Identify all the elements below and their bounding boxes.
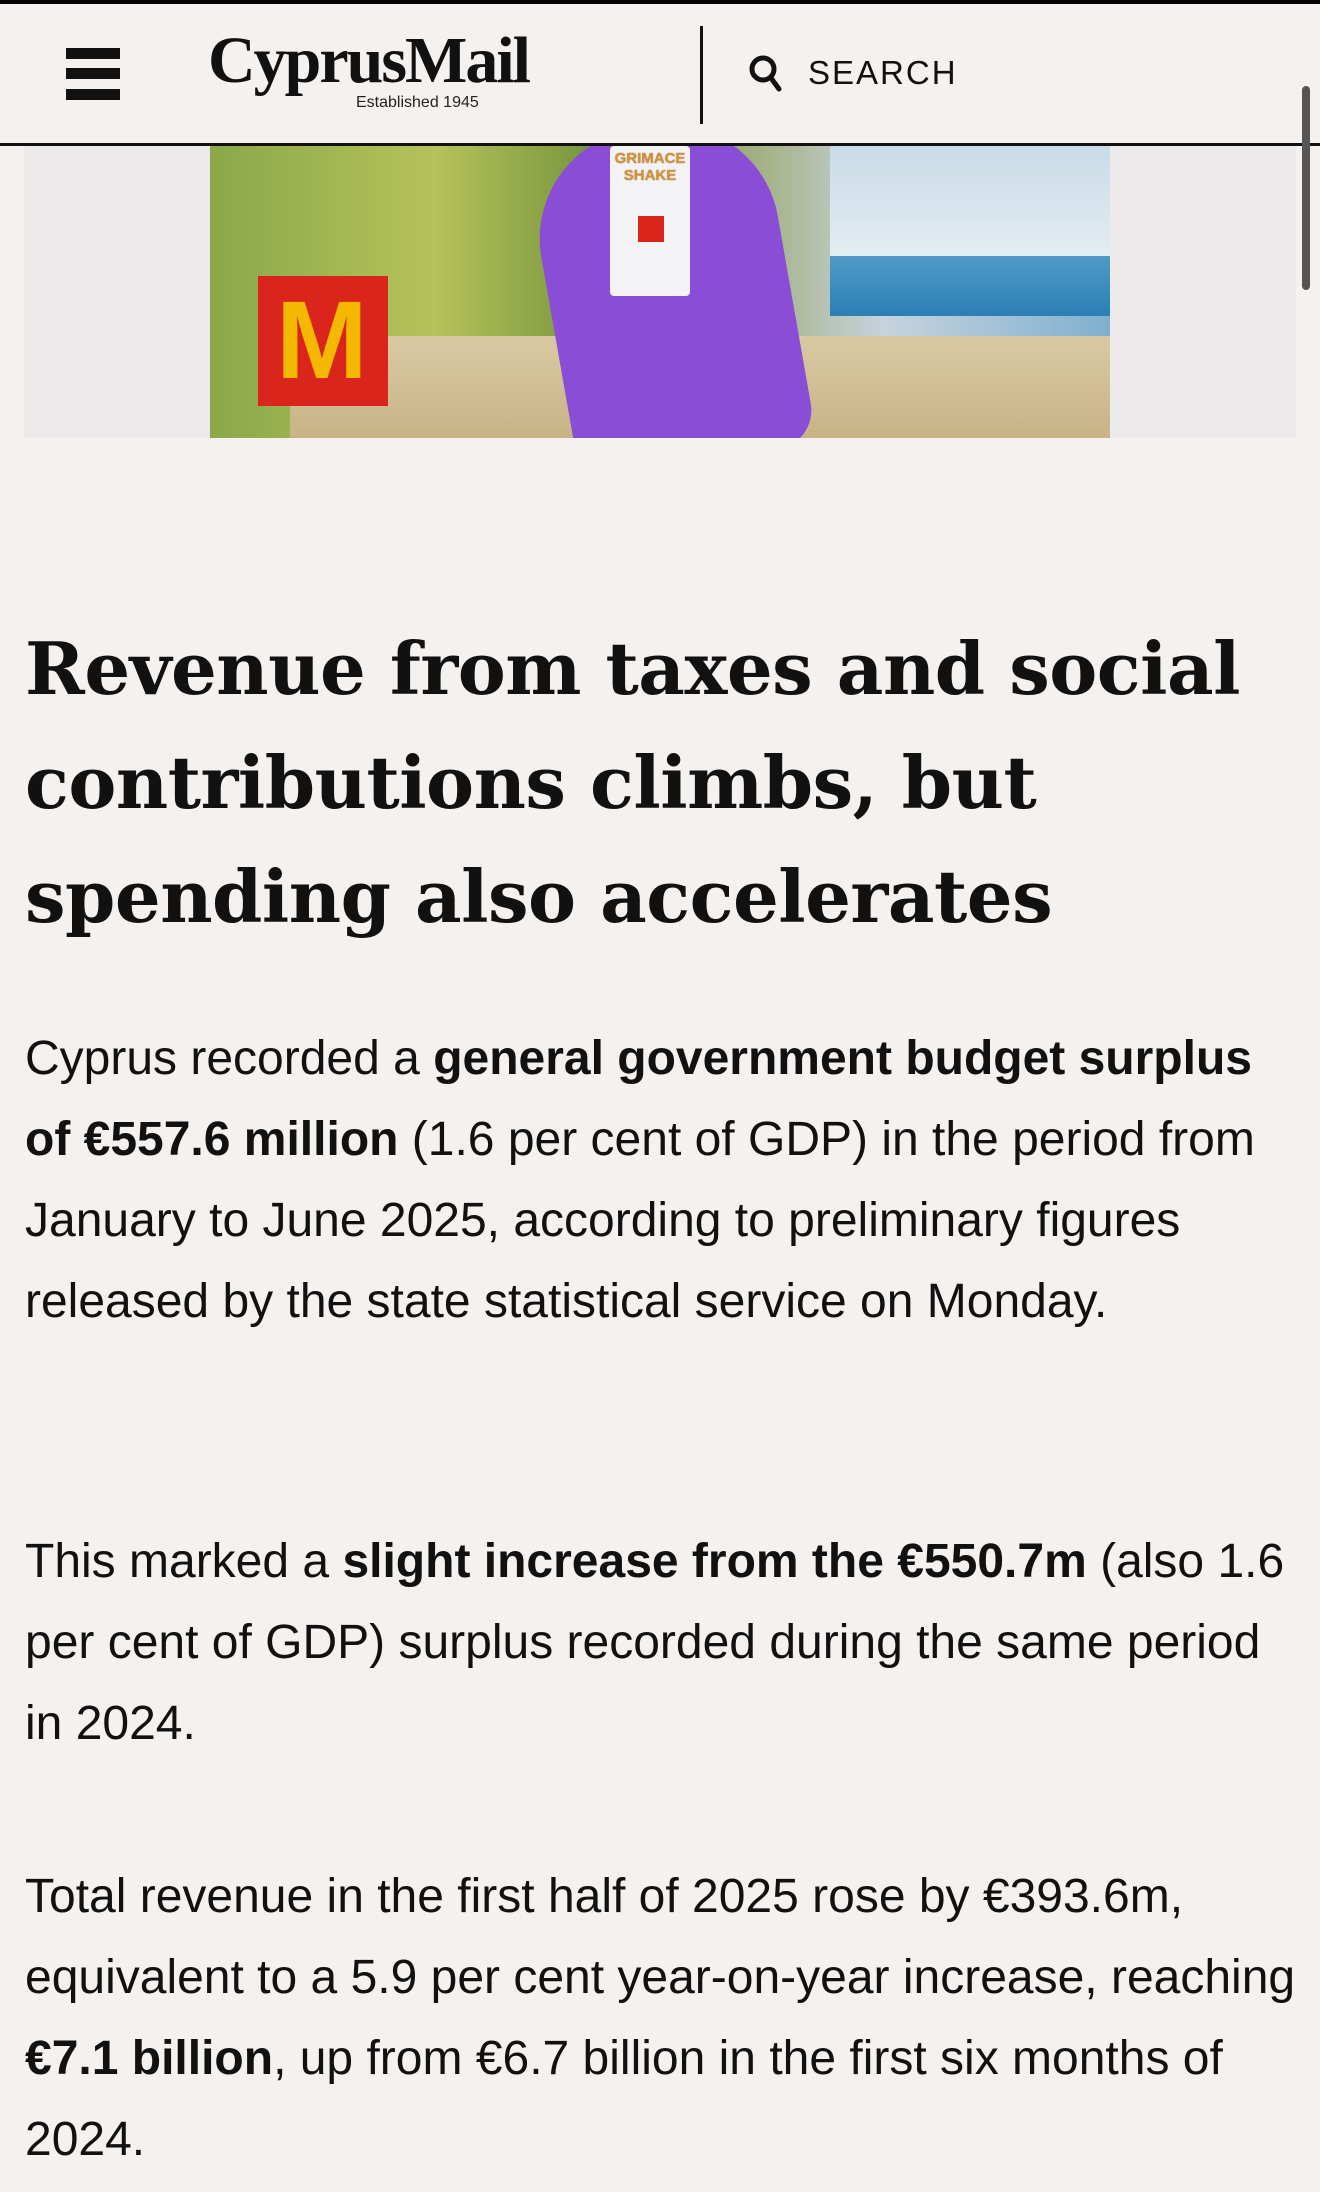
article-paragraph: Total revenue in the first half of 2025 … xyxy=(25,1856,1305,2180)
hamburger-menu-button[interactable] xyxy=(66,48,120,100)
ad-sea xyxy=(830,256,1110,316)
hamburger-icon xyxy=(66,48,120,59)
search-icon xyxy=(749,55,782,92)
ad-cup-text: GRIMACE SHAKE xyxy=(614,150,686,184)
top-border xyxy=(0,0,1320,4)
ad-image[interactable]: GRIMACE SHAKE M xyxy=(210,146,1110,438)
text-segment: This marked a xyxy=(25,1535,343,1588)
text-segment: Cyprus recorded a xyxy=(25,1032,434,1085)
text-segment: (also 1.6 per cent of GDP) surplus recor… xyxy=(25,1535,1285,1750)
text-segment: Total revenue in the first half of 2025 … xyxy=(25,1870,1296,2004)
ad-sky xyxy=(830,146,1110,266)
article-title: Revenue from taxes and social contributi… xyxy=(25,626,1240,939)
text-segment: (1.6 per cent of GDP) in the period from… xyxy=(25,1113,1255,1328)
article-paragraph: This marked a slight increase from the €… xyxy=(25,1521,1305,1764)
hamburger-icon-bar xyxy=(66,89,120,100)
logo-tagline: Established 1945 xyxy=(356,94,479,111)
advertisement-banner[interactable]: GRIMACE SHAKE M xyxy=(24,146,1296,438)
site-logo[interactable]: CyprusMail Established 1945 xyxy=(208,26,658,116)
bold-text-segment: slight increase from the €550.7m xyxy=(342,1535,1087,1588)
text-segment: , up from €6.7 billion in the first six … xyxy=(25,2032,1223,2166)
header-divider xyxy=(700,26,703,124)
bold-text-segment: general government budget surplus of €55… xyxy=(25,1032,1252,1166)
site-header: CyprusMail Established 1945 SEARCH xyxy=(0,4,1320,146)
logo-letter: M xyxy=(276,279,368,402)
hamburger-icon-bar xyxy=(66,68,120,79)
mcdonalds-logo: M xyxy=(258,276,388,406)
search-label: SEARCH xyxy=(808,54,958,91)
ad-cup-logo xyxy=(638,216,664,242)
logo-text: CyprusMail xyxy=(208,24,531,97)
bold-text-segment: €7.1 billion xyxy=(25,2032,274,2085)
article-paragraph: Cyprus recorded a general government bud… xyxy=(25,1018,1305,1342)
search-button[interactable]: SEARCH xyxy=(748,48,958,98)
scrollbar-thumb[interactable] xyxy=(1302,86,1310,290)
